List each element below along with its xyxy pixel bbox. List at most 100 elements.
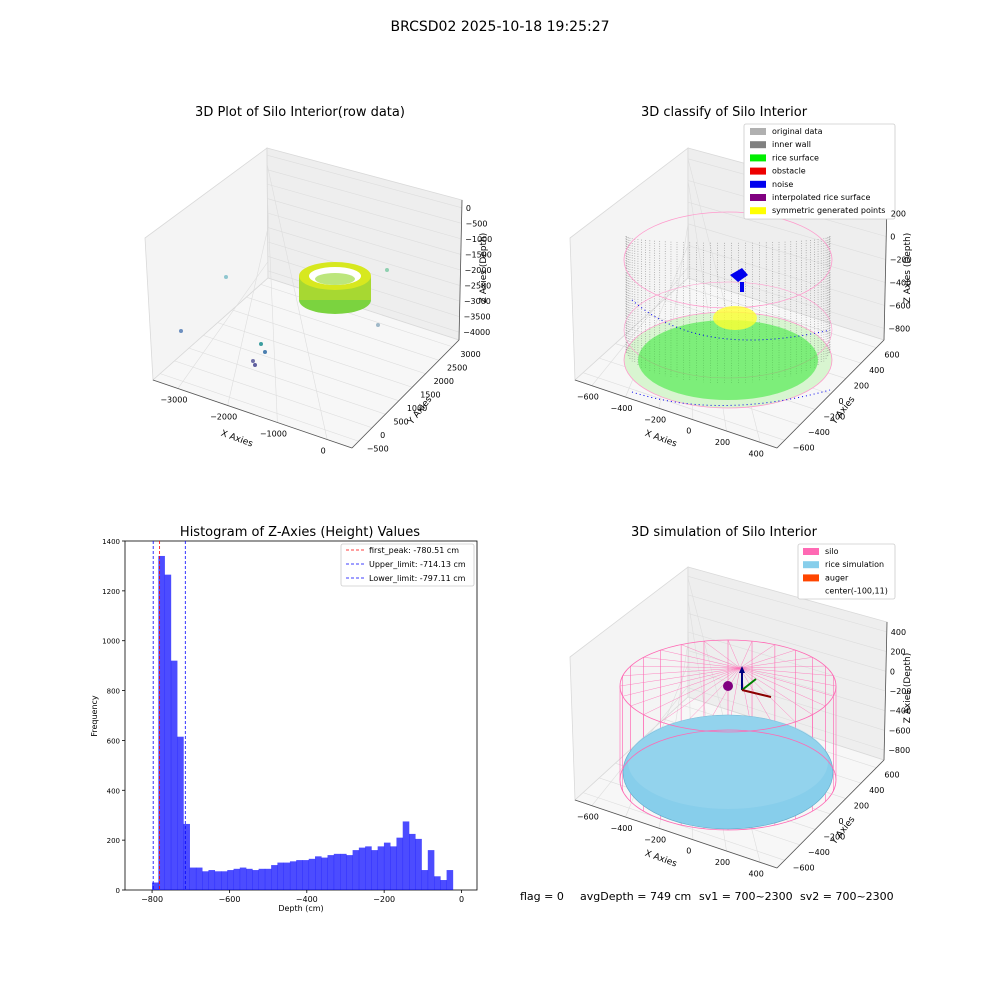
histogram-xtick-label: −800 [141,895,163,904]
histogram-bar [296,860,303,890]
classify-3d-panel: 3D classify of Silo Interior original da… [569,105,913,459]
classify-ztick-label: 0 [890,233,895,242]
histogram-bar [321,857,328,890]
raw-ytick-label: 2000 [434,377,454,386]
simulation-legend-swatch [803,561,819,569]
sv2-text: sv2 = 700~2300 [800,890,894,903]
histogram-bar [302,860,310,890]
simulation-ytick-label: −200 [823,832,845,841]
classify-xtick-label: −400 [611,404,633,413]
classify-ztick-label: −600 [889,302,911,311]
classify-ytick-label: 600 [884,351,899,360]
histogram-legend [340,543,475,587]
histogram-reference-lines [152,541,186,890]
histogram-bar [164,574,172,890]
histogram-bar [239,867,247,890]
classify-legend [743,123,896,220]
simulation-ytick-label: 400 [869,786,884,795]
histogram-ytick-label: 800 [107,688,120,696]
raw-ytick-label: 0 [380,431,385,440]
simulation-xtick-label: 200 [715,858,730,867]
histogram-bar [214,871,222,890]
simulation-legend [797,543,896,600]
classify-zlabel: Z Axies (Depth) [903,233,913,304]
histogram-bar [221,871,228,890]
histogram-bar [421,870,429,890]
histogram-bar [402,821,410,890]
classify-ztick-label: −800 [888,325,910,334]
histogram-legend-items: first_peak: -780.51 cm Upper_limit: -714.… [346,546,466,583]
raw-ytick-label: 1500 [420,390,440,399]
classify-xlabel: X Axies [643,429,678,450]
classify-ytick-label: 200 [854,382,869,391]
raw-ztick-label: −2500 [464,282,491,291]
classify-xtick-label: 200 [715,438,730,447]
raw-ztick-label: −1000 [465,235,492,244]
histogram-legend-label: Upper_limit: -714.13 cm [369,560,466,569]
histogram-xtick-label: 0 [459,895,464,904]
histogram-bar [446,870,454,890]
histogram-bar [252,870,259,890]
classify-tick-labels: −600−400−2000200400−600−400−200020040060… [577,210,912,459]
simulation-ztick-label: 0 [890,667,895,676]
histogram-bar [390,846,397,890]
classify-xtick-label: −600 [577,393,599,402]
classify-legend-swatch [750,141,766,149]
simulation-ytick-label: −600 [793,863,815,872]
raw-outer-edges [152,199,463,449]
histogram-bar [346,855,353,890]
histogram-panel: Histogram of Z-Axies (Height) Values −80… [90,525,478,913]
raw-xtick-label: −3000 [160,396,187,405]
histogram-bar [283,862,291,890]
classify-legend-swatch [750,207,766,215]
classify-ytick-label: −200 [823,412,845,421]
simulation-3d-panel: 3D simulation of Silo Interior sil [569,525,913,878]
raw-ztick-label: −3500 [464,313,491,322]
classify-panel-title: 3D classify of Silo Interior [641,105,808,120]
histogram-bar [170,660,178,890]
histogram-bar [415,838,422,890]
simulation-ytick-label: 200 [854,802,869,811]
simulation-ztick-label: −800 [888,746,910,755]
simulation-xlabel: X Axies [643,849,678,870]
histogram-bar [277,862,284,890]
histogram-bar [233,868,241,890]
classify-legend-swatch [750,128,766,135]
classify-legend-label: obstacle [772,167,806,176]
histogram-bar [189,867,197,890]
histogram-bar [264,868,272,890]
classify-legend-label: interpolated rice surface [772,193,870,202]
classify-legend-label: symmetric generated points [772,206,885,215]
raw-ztick-label: 0 [466,204,471,213]
figure-suptitle: BRCSD02 2025-10-18 19:25:27 [390,19,609,35]
histogram-bar [152,882,159,890]
classify-ytick-label: −400 [808,428,830,437]
raw-ztick-label: −4000 [463,328,490,337]
classify-legend-items: original data inner wall rice surface obsta… [750,127,885,215]
classify-outer-edges [574,201,888,449]
histogram-bar [371,850,378,890]
simulation-xtick-label: 400 [749,869,764,878]
avg-depth-text: avgDepth = 749 cm [580,890,691,903]
histogram-bar [246,868,253,890]
histogram-bar [377,846,385,890]
simulation-xtick-label: −200 [644,835,666,844]
histogram-bar [327,855,335,890]
raw-rice-ring [299,262,371,314]
raw-3d-panel: 3D Plot of Silo Interior(row data) [144,105,492,456]
raw-ytick-label: 500 [393,417,408,426]
classify-legend-swatch [750,194,766,201]
histogram-xtick-label: −600 [218,895,240,904]
classify-legend-swatch [750,167,766,175]
classify-legend-label: rice surface [772,153,819,162]
raw-ztick-label: −3000 [464,297,491,306]
simulation-xtick-label: 0 [686,847,691,856]
classify-ztick-label: 200 [891,210,906,219]
simulation-ztick-label: 400 [891,628,906,637]
classify-ytick-label: 400 [869,366,884,375]
histogram-bar [440,880,447,890]
histogram-bar [208,870,216,890]
histogram-bar [427,850,435,890]
simulation-ytick-label: 600 [884,771,899,780]
